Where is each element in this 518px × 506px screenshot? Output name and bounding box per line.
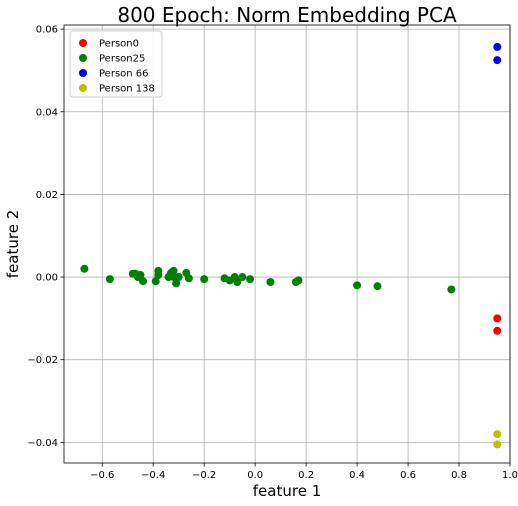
y-tick-label: −0.02 bbox=[27, 355, 58, 366]
y-tick-label: 0.06 bbox=[36, 25, 58, 36]
point-person0 bbox=[493, 314, 502, 323]
point-person25 bbox=[246, 275, 255, 284]
point-person25 bbox=[294, 276, 303, 285]
y-axis-ticks: −0.04 −0.02 0.00 0.02 0.04 0.06 bbox=[27, 25, 64, 449]
y-axis-label: feature 2 bbox=[4, 210, 22, 278]
y-tick-label: −0.04 bbox=[27, 438, 58, 449]
point-person25 bbox=[238, 273, 247, 282]
legend-marker-person25 bbox=[79, 54, 87, 62]
legend-items: Person0 Person25 Person 66 Person 138 bbox=[79, 39, 155, 95]
point-person25 bbox=[174, 273, 183, 282]
point-person0 bbox=[493, 326, 502, 335]
y-tick-label: 0.04 bbox=[36, 107, 58, 118]
x-tick-label: 0.6 bbox=[400, 470, 416, 481]
y-tick-label: 0.02 bbox=[36, 190, 58, 201]
y-tick-label: 0.00 bbox=[36, 273, 58, 284]
point-person25 bbox=[184, 274, 193, 283]
legend-marker-person-66 bbox=[79, 69, 87, 77]
plot-area bbox=[63, 24, 511, 464]
x-tick-label: −0.4 bbox=[141, 470, 165, 481]
point-person25 bbox=[105, 275, 114, 284]
point-person25 bbox=[136, 270, 145, 279]
x-tick-label: 0.2 bbox=[298, 470, 314, 481]
x-tick-label: −0.6 bbox=[90, 470, 114, 481]
data-points bbox=[80, 42, 502, 449]
point-person25 bbox=[200, 275, 209, 284]
point-person25 bbox=[139, 277, 148, 286]
x-tick-label: 0.8 bbox=[451, 470, 467, 481]
x-tick-label: 0.0 bbox=[247, 470, 263, 481]
x-tick-label: −0.2 bbox=[192, 470, 216, 481]
point-person25 bbox=[233, 278, 242, 287]
point-person25 bbox=[373, 282, 382, 291]
point-person-138 bbox=[493, 430, 502, 439]
point-person-66 bbox=[493, 56, 502, 65]
legend-marker-person0 bbox=[79, 39, 87, 47]
point-person25 bbox=[151, 277, 160, 286]
legend-label-person25: Person25 bbox=[99, 54, 145, 65]
point-person-66 bbox=[493, 42, 502, 51]
point-person25 bbox=[154, 270, 163, 279]
legend-box bbox=[69, 30, 163, 98]
legend-marker-person-138 bbox=[79, 84, 87, 92]
point-person25 bbox=[169, 266, 178, 275]
legend: Person0 Person25 Person 66 Person 138 bbox=[69, 30, 163, 98]
x-axis-ticks: −0.6 −0.4 −0.2 0.0 0.2 0.4 0.6 0.8 1.0 bbox=[90, 463, 518, 481]
point-person25 bbox=[172, 279, 181, 288]
point-person-138 bbox=[493, 440, 502, 449]
x-tick-label: 1.0 bbox=[502, 470, 518, 481]
point-person25 bbox=[80, 264, 89, 273]
legend-label-person0: Person0 bbox=[99, 39, 139, 50]
chart-title: 800 Epoch: Norm Embedding PCA bbox=[117, 3, 457, 27]
point-person25 bbox=[353, 281, 362, 290]
x-axis-label: feature 1 bbox=[253, 482, 321, 500]
point-person25 bbox=[447, 285, 456, 294]
point-person25 bbox=[266, 278, 275, 287]
legend-label-person-66: Person 66 bbox=[99, 69, 149, 80]
x-tick-label: 0.4 bbox=[349, 470, 365, 481]
legend-label-person-138: Person 138 bbox=[99, 84, 155, 95]
